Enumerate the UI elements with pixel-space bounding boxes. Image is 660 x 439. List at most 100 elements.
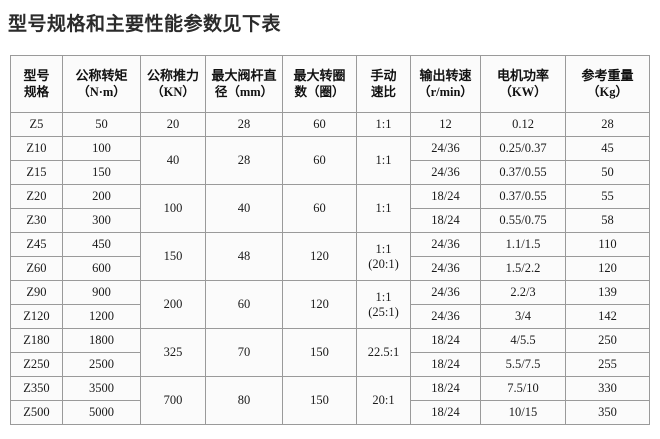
cell-nominal-thrust: 100 — [140, 184, 206, 233]
cell-motor-power: 3/4 — [480, 304, 566, 329]
cell-output-speed: 12 — [410, 112, 481, 137]
cell-motor-power: 1.1/1.5 — [480, 232, 566, 257]
cell-motor-power: 0.25/0.37 — [480, 136, 566, 161]
cell-reference-weight: 250 — [565, 328, 650, 353]
table-body: 型号 规格 公称转矩 （N·m） 公称推力 （KN） 最大阀杆直 径（mm） 最大转圈数（圈） 手… — [10, 55, 650, 425]
header-name: 公称推力 — [146, 67, 199, 83]
cell-model: Z350 — [10, 376, 63, 401]
header-name: 输出转速 — [419, 67, 472, 83]
header-name: 参考重量 — [581, 67, 634, 83]
cell-max-turns: 60 — [282, 184, 357, 233]
cell-max-stem-diameter: 28 — [205, 136, 283, 185]
cell-motor-power: 10/15 — [480, 400, 566, 425]
table-row: Z45 450 150 48 120 1:1 (20:1) 24/36 1.1/1.5 110 — [10, 232, 650, 281]
cell-nominal-torque: 50 — [62, 112, 141, 137]
cell-output-speed: 18/24 — [410, 352, 481, 377]
cell-output-speed: 18/24 — [410, 184, 481, 209]
cell-motor-power: 1.5/2.2 — [480, 256, 566, 281]
cell-motor-power: 7.5/10 — [480, 376, 566, 401]
cell-model: Z45 — [10, 232, 63, 257]
cell-max-turns: 150 — [282, 376, 357, 425]
cell-max-stem-diameter: 60 — [205, 280, 283, 329]
column-header-nominal-thrust: 公称推力 （KN） — [140, 55, 206, 113]
cell-manual-ratio: 1:1 — [356, 136, 411, 185]
cell-manual-ratio: 1:1 — [356, 184, 411, 233]
table-row: Z350 3500 700 80 150 20:1 18/24 7.5/10 330 — [10, 376, 650, 425]
cell-motor-power: 0.37/0.55 — [480, 184, 566, 209]
cell-max-turns: 60 — [282, 112, 357, 137]
cell-model: Z90 — [10, 280, 63, 305]
cell-reference-weight: 58 — [565, 208, 650, 233]
table-row: Z120 1200 24/36 3/4 142 — [10, 304, 650, 329]
cell-nominal-thrust: 20 — [140, 112, 206, 137]
cell-motor-power: 0.37/0.55 — [480, 160, 566, 185]
cell-reference-weight: 139 — [565, 280, 650, 305]
column-header-manual-ratio: 手动 速比 — [356, 55, 411, 113]
header-unit: 规格 — [23, 85, 49, 100]
specification-table: 型号 规格 公称转矩 （N·m） 公称推力 （KN） 最大阀杆直 径（mm） 最大转圈数（圈） 手… — [10, 55, 650, 425]
cell-manual-ratio: 20:1 — [356, 376, 411, 425]
column-header-output-speed: 输出转速 （r/min） — [410, 55, 481, 113]
cell-model: Z30 — [10, 208, 63, 233]
header-name: 手动 — [370, 67, 397, 83]
table-row: Z90 900 200 60 120 1:1 (25:1) 24/36 2.2/3 139 — [10, 280, 650, 329]
table-row: Z15 150 24/36 0.37/0.55 50 — [10, 160, 650, 185]
cell-nominal-thrust: 700 — [140, 376, 206, 425]
cell-output-speed: 24/36 — [410, 280, 481, 305]
cell-motor-power: 5.5/7.5 — [480, 352, 566, 377]
cell-motor-power: 0.12 — [480, 112, 566, 137]
cell-max-turns: 150 — [282, 328, 357, 377]
cell-max-turns: 120 — [282, 232, 357, 281]
table-row: Z60 600 24/36 1.5/2.2 120 — [10, 256, 650, 281]
cell-model: Z60 — [10, 256, 63, 281]
cell-nominal-torque: 200 — [62, 184, 141, 209]
cell-nominal-torque: 1200 — [62, 304, 141, 329]
column-header-max-stem-diameter: 最大阀杆直 径（mm） — [205, 55, 283, 113]
column-header-model: 型号 规格 — [10, 55, 63, 113]
manual-ratio-secondary: (25:1) — [368, 304, 399, 319]
header-name: 公称转矩 — [75, 67, 128, 83]
cell-reference-weight: 120 — [565, 256, 650, 281]
cell-max-stem-diameter: 70 — [205, 328, 283, 377]
cell-motor-power: 0.55/0.75 — [480, 208, 566, 233]
header-name: 最大阀杆直 — [211, 67, 277, 83]
cell-nominal-torque: 1800 — [62, 328, 141, 353]
column-header-nominal-torque: 公称转矩 （N·m） — [62, 55, 141, 113]
cell-max-stem-diameter: 48 — [205, 232, 283, 281]
cell-nominal-torque: 900 — [62, 280, 141, 305]
cell-nominal-torque: 300 — [62, 208, 141, 233]
cell-model: Z5 — [10, 112, 63, 137]
manual-ratio-primary: 1:1 — [375, 242, 392, 257]
cell-nominal-thrust: 200 — [140, 280, 206, 329]
cell-reference-weight: 350 — [565, 400, 650, 425]
cell-output-speed: 18/24 — [410, 376, 481, 401]
header-name: 电机功率 — [496, 67, 549, 83]
cell-manual-ratio: 1:1 (25:1) — [356, 280, 411, 329]
cell-nominal-thrust: 150 — [140, 232, 206, 281]
cell-manual-ratio: 1:1 — [356, 112, 411, 137]
table-row: Z20 200 100 40 60 1:1 18/24 0.37/0.55 55 — [10, 184, 650, 233]
cell-nominal-torque: 3500 — [62, 376, 141, 401]
table-header-row: 型号 规格 公称转矩 （N·m） 公称推力 （KN） 最大阀杆直 径（mm） 最大转圈数（圈） 手… — [10, 55, 650, 113]
table-row: Z250 2500 18/24 5.5/7.5 255 — [10, 352, 650, 377]
cell-reference-weight: 55 — [565, 184, 650, 209]
header-unit: （KN） — [151, 85, 195, 100]
cell-nominal-torque: 600 — [62, 256, 141, 281]
manual-ratio-primary: 1:1 — [375, 290, 392, 305]
cell-output-speed: 18/24 — [410, 328, 481, 353]
table-row: Z10 100 40 28 60 1:1 24/36 0.25/0.37 45 — [10, 136, 650, 185]
cell-output-speed: 24/36 — [410, 232, 481, 257]
header-name: 最大转圈 — [293, 67, 346, 83]
cell-reference-weight: 330 — [565, 376, 650, 401]
header-unit: 数（圈） — [294, 85, 345, 100]
cell-model: Z10 — [10, 136, 63, 161]
cell-reference-weight: 110 — [565, 232, 650, 257]
cell-manual-ratio: 1:1 (20:1) — [356, 232, 411, 281]
table-row: Z500 5000 18/24 10/15 350 — [10, 400, 650, 425]
cell-nominal-thrust: 325 — [140, 328, 206, 377]
header-unit: （r/min） — [418, 85, 473, 100]
cell-model: Z500 — [10, 400, 63, 425]
cell-motor-power: 4/5.5 — [480, 328, 566, 353]
cell-nominal-torque: 150 — [62, 160, 141, 185]
